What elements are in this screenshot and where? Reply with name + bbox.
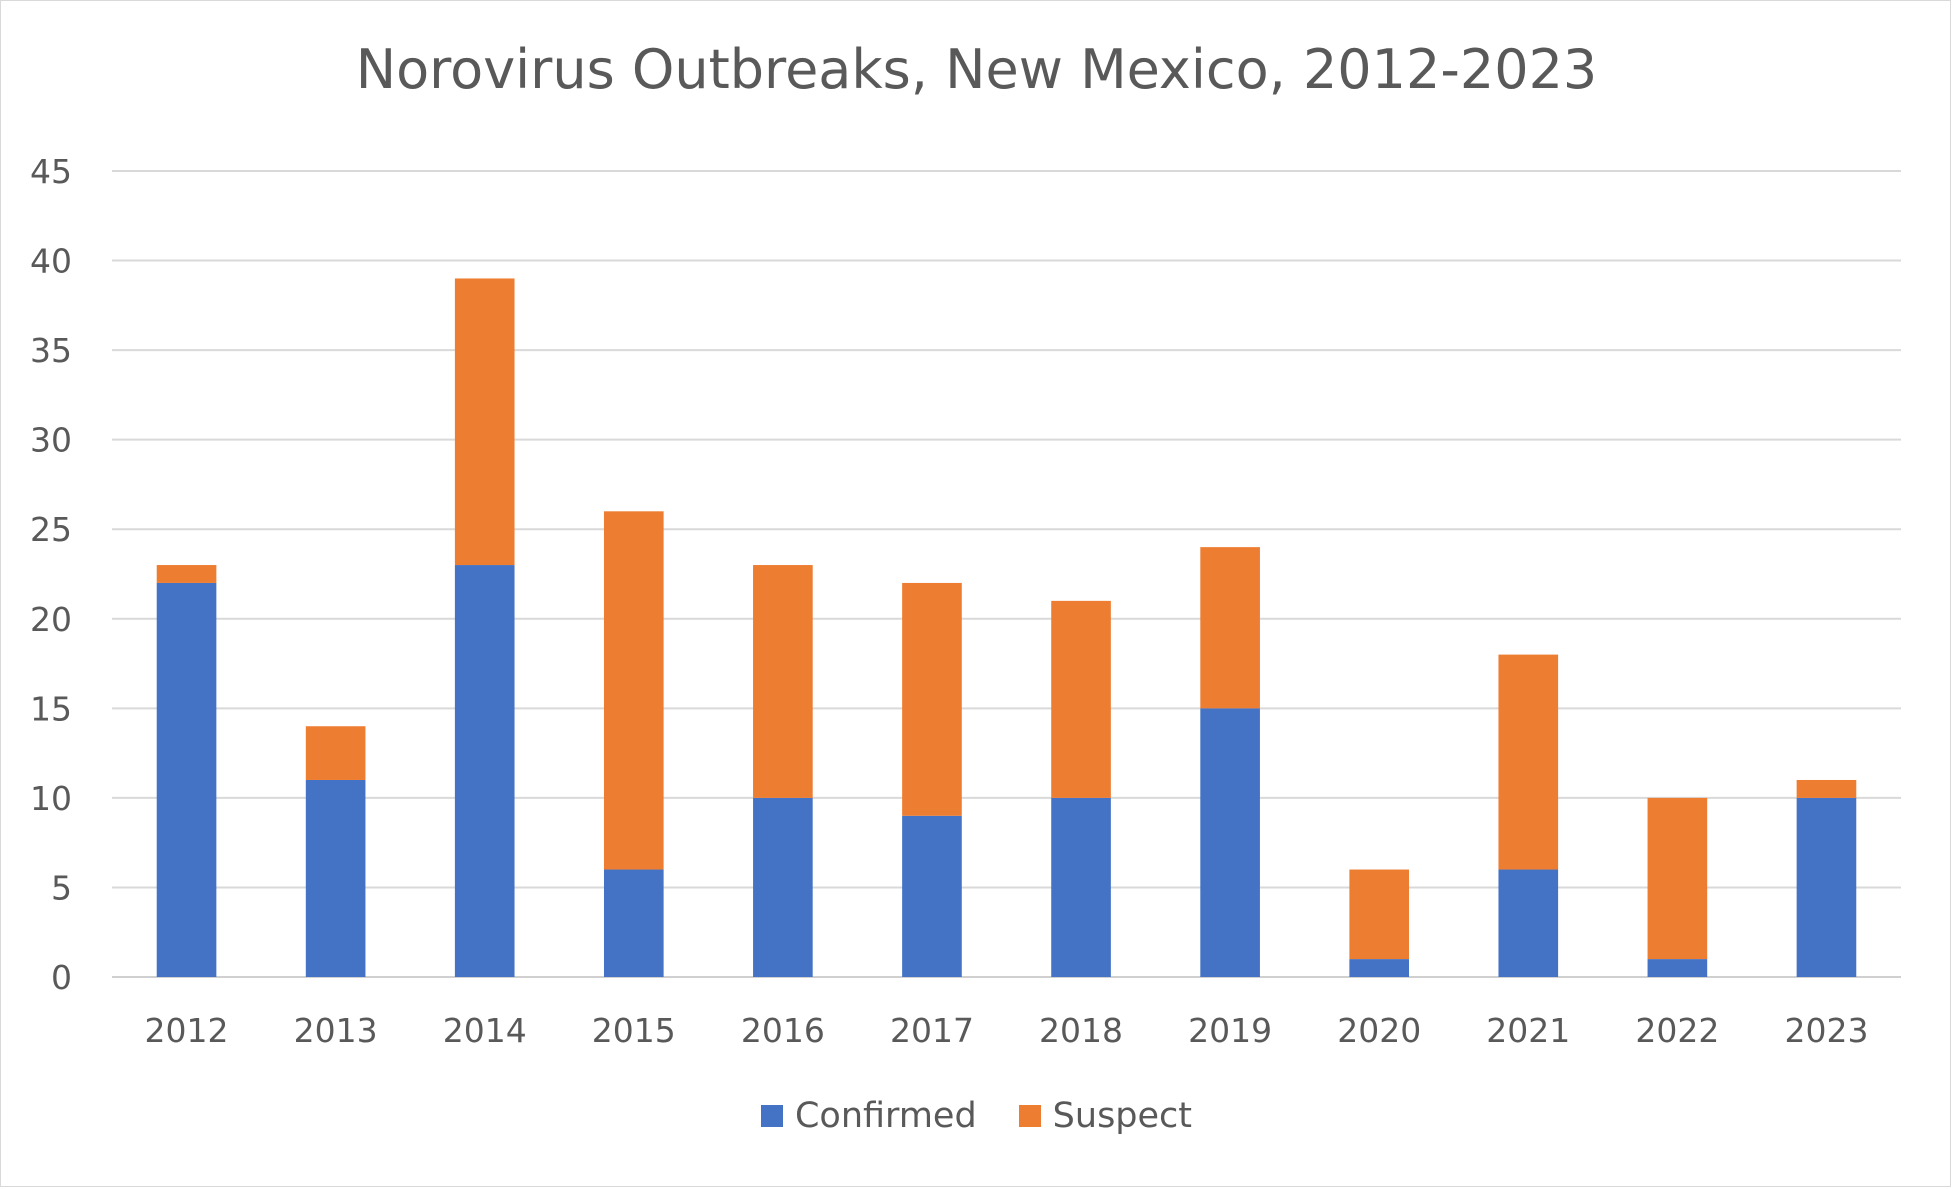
x-tick-label: 2016 bbox=[741, 1011, 825, 1050]
y-tick-label: 5 bbox=[51, 868, 72, 907]
x-tick-label: 2012 bbox=[145, 1011, 229, 1050]
legend-item-suspect: Suspect bbox=[1018, 1096, 1193, 1136]
bar-suspect-2018 bbox=[1051, 600, 1111, 798]
x-tick-label: 2017 bbox=[890, 1011, 974, 1050]
bar-confirmed-2018 bbox=[1051, 797, 1111, 977]
bar-confirmed-2022 bbox=[1647, 959, 1708, 977]
bar-confirmed-2013 bbox=[305, 779, 366, 977]
bar-confirmed-2021 bbox=[1498, 869, 1559, 977]
x-tick-label: 2021 bbox=[1486, 1011, 1570, 1050]
bar-confirmed-2016 bbox=[753, 797, 813, 977]
bar-confirmed-2014 bbox=[454, 565, 515, 977]
legend-label-confirmed: Confirmed bbox=[794, 1096, 977, 1136]
bar-suspect-2020 bbox=[1349, 869, 1410, 960]
x-tick-label: 2013 bbox=[294, 1011, 378, 1050]
bar-confirmed-2015 bbox=[603, 869, 664, 977]
bar-suspect-2023 bbox=[1796, 779, 1857, 798]
bar-suspect-2017 bbox=[902, 582, 962, 816]
x-tick-label: 2019 bbox=[1188, 1011, 1272, 1050]
y-tick-label: 25 bbox=[30, 510, 72, 549]
bar-confirmed-2017 bbox=[902, 815, 962, 977]
x-tick-label: 2018 bbox=[1039, 1011, 1123, 1050]
legend: Confirmed Suspect bbox=[0, 1096, 1953, 1136]
y-tick-label: 45 bbox=[30, 152, 72, 191]
x-tick-label: 2015 bbox=[592, 1011, 676, 1050]
bar-suspect-2013 bbox=[305, 726, 366, 780]
y-tick-label: 35 bbox=[30, 331, 72, 370]
legend-label-suspect: Suspect bbox=[1052, 1096, 1193, 1136]
y-tick-label: 20 bbox=[30, 600, 72, 639]
bar-confirmed-2020 bbox=[1349, 959, 1410, 977]
bar-suspect-2015 bbox=[603, 511, 664, 870]
bar-confirmed-2012 bbox=[156, 582, 217, 977]
x-tick-label: 2022 bbox=[1635, 1011, 1719, 1050]
bar-confirmed-2019 bbox=[1200, 708, 1260, 977]
bar-suspect-2014 bbox=[454, 278, 515, 566]
bar-suspect-2019 bbox=[1200, 547, 1260, 709]
bar-suspect-2012 bbox=[156, 565, 217, 583]
bar-confirmed-2023 bbox=[1796, 797, 1857, 977]
y-tick-label: 30 bbox=[30, 421, 72, 460]
x-tick-label: 2020 bbox=[1337, 1011, 1421, 1050]
bar-suspect-2022 bbox=[1647, 797, 1708, 960]
y-tick-label: 0 bbox=[51, 958, 72, 997]
x-tick-label: 2014 bbox=[443, 1011, 527, 1050]
bar-suspect-2021 bbox=[1498, 654, 1559, 870]
legend-swatch-confirmed bbox=[760, 1105, 783, 1127]
x-tick-label: 2023 bbox=[1784, 1011, 1868, 1050]
y-tick-label: 40 bbox=[30, 242, 72, 281]
legend-swatch-suspect bbox=[1018, 1105, 1041, 1127]
y-tick-label: 15 bbox=[30, 689, 72, 728]
legend-item-confirmed: Confirmed bbox=[760, 1096, 977, 1136]
y-tick-label: 10 bbox=[30, 779, 72, 818]
bar-suspect-2016 bbox=[753, 565, 813, 798]
chart-title: Norovirus Outbreaks, New Mexico, 2012-20… bbox=[355, 38, 1598, 101]
